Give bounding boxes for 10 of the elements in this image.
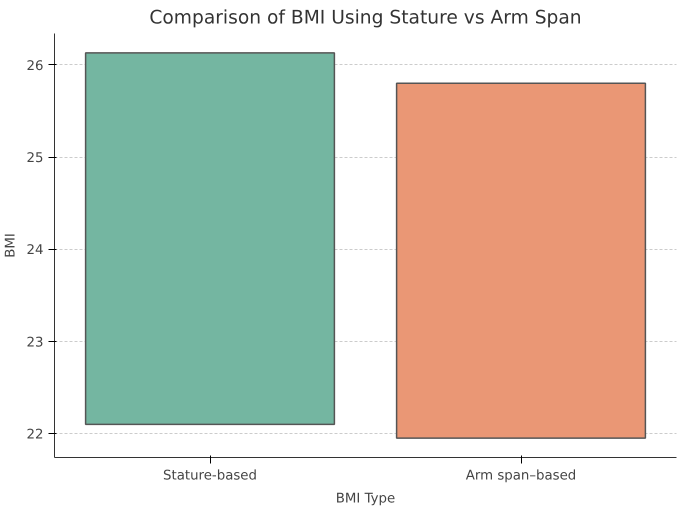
y-axis-title: BMI (4, 233, 19, 258)
y-tick-label: 22 (26, 428, 44, 443)
chart-title: Comparison of BMI Using Stature vs Arm Span (149, 8, 582, 28)
x-tick-label: Stature-based (163, 468, 257, 484)
y-tick-label: 25 (26, 151, 44, 166)
x-axis-title: BMI Type (336, 492, 396, 506)
y-tick-label: 24 (26, 243, 44, 258)
y-tick-label: 23 (26, 335, 44, 350)
x-tick-label: Arm span–based (466, 468, 576, 484)
y-tick-label: 26 (26, 58, 44, 74)
